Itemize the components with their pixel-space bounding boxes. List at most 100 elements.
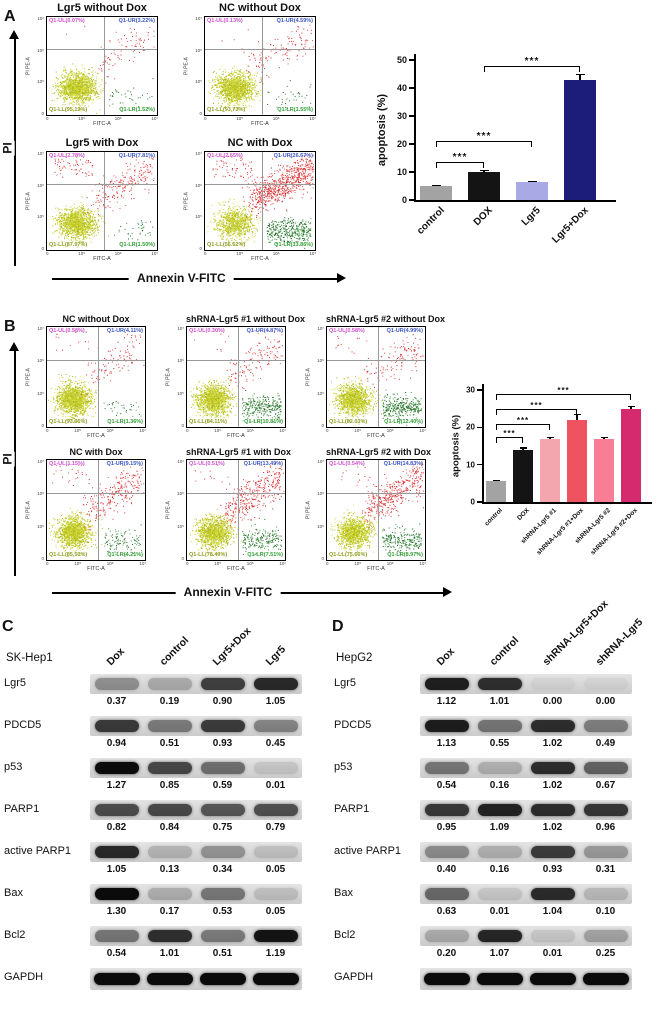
error-bar-cap	[627, 406, 635, 408]
axis-tick-label: 0	[204, 251, 207, 256]
axis-tick-label: 10⁶	[246, 561, 254, 566]
arrow-line	[14, 37, 16, 266]
band-value: 0.53	[212, 906, 233, 917]
sig-bracket	[436, 162, 484, 169]
axis-tick-label: 10⁵	[78, 116, 86, 121]
flow-y-tick-labels: 10⁷ 10⁶ 10⁵ 0	[191, 151, 204, 251]
quadrant-label-ur: Q1-UR(26.67%)	[273, 153, 313, 159]
flow-y-tick-labels: 10⁷ 10⁶ 10⁵ 0	[191, 16, 204, 116]
chart-y-axis-label: apoptosis (%)	[450, 414, 462, 478]
protein-band	[94, 846, 139, 858]
sig-bracket	[496, 394, 631, 401]
chart-x-axis	[482, 502, 652, 504]
panel-b-flow-grid: NC without Dox PI PE-A 10⁷ 10⁶ 10⁵ 0 Q1-UL(0.5…	[24, 314, 446, 572]
flow-x-tick-labels: 0 10⁵ 10⁶ 10⁷	[326, 561, 426, 566]
protein-band	[530, 804, 575, 816]
band-value: 1.02	[542, 822, 563, 833]
flow-plot-title: shRNA-Lgr5 #1 with Dox	[186, 447, 292, 457]
band-value: 0.67	[595, 780, 616, 791]
axis-tick-label: 10⁵	[37, 79, 44, 85]
quadrant-label-ll: Q1-LL(95.19%)	[49, 106, 88, 113]
quadrant-label-ur: Q1-UR(14.83%)	[383, 461, 423, 467]
axis-tick-label: 10⁵	[236, 116, 244, 121]
axis-tick-label: 0	[186, 561, 189, 566]
flow-plot: shRNA-Lgr5 #2 with Dox PI PE-A 10⁷ 10⁶ 10⁵ 0 Q…	[304, 447, 444, 572]
quadrant-gate-vertical	[377, 460, 379, 560]
axis-tick-label: 10⁷	[317, 459, 324, 464]
axis-tick-label: 0	[41, 555, 44, 561]
quadrant-gate-horizontal	[327, 360, 425, 361]
band-value: 0.45	[265, 738, 286, 749]
flow-x-tick-labels: 0 10⁵ 10⁶ 10⁷	[204, 116, 316, 121]
flow-y-tick-labels: 10⁷ 10⁶ 10⁵ 0	[33, 326, 46, 428]
bar	[621, 409, 641, 502]
protein-band	[252, 973, 299, 985]
quadrant-gate-vertical	[104, 152, 106, 250]
bar	[420, 186, 452, 200]
blot-row: Bcl2 0.20 1.07 0.01 0.25	[332, 924, 658, 966]
protein-band	[530, 762, 575, 774]
flow-y-tick-labels: 10⁷ 10⁶ 10⁵ 0	[33, 16, 46, 116]
quadrant-label-ur: Q1-UR(4.59%)	[276, 18, 313, 24]
blot-strip	[90, 884, 302, 904]
blot-row: GAPDH	[2, 966, 328, 1008]
axis-tick-label: 0	[46, 561, 49, 566]
cell-line-label: SK-Hep1	[6, 652, 53, 664]
axis-tick-label: 10⁶	[114, 116, 122, 121]
flow-plot: Lgr5 without Dox PI PE-A 10⁷ 10⁶ 10⁵ 0 Q1-UL(0…	[24, 2, 182, 127]
sig-stars: ***	[524, 55, 540, 67]
quadrant-label-ur: Q1-UR(3.22%)	[118, 18, 155, 24]
axis-tick-label: 10⁶	[272, 251, 280, 256]
axis-tick-label: 10⁶	[386, 428, 394, 433]
category-label: shRNA-Lgr5 #1+Dox	[535, 507, 585, 557]
protein-band	[424, 720, 469, 732]
protein-band	[583, 888, 628, 900]
category-label: Lgr5	[519, 205, 543, 229]
quadrant-label-lr: Q1-LR(12.40%)	[384, 418, 423, 425]
protein-label: Bcl2	[334, 929, 356, 941]
flow-y-tick-labels: 10⁷ 10⁶ 10⁵ 0	[313, 459, 326, 561]
panel-a-x-axis-arrow: Annexin V-FITC	[52, 270, 346, 288]
protein-label: Bcl2	[4, 929, 26, 941]
category-label: DOX	[471, 205, 495, 229]
flow-x-axis-label: FITC-A	[93, 121, 111, 127]
axis-tick-label: 10⁵	[317, 523, 324, 529]
y-tick-label: 10	[466, 460, 475, 470]
quadrant-gate-horizontal	[205, 49, 315, 51]
quadrant-label-lr: Q1-LR(4.21%)	[107, 551, 143, 558]
quadrant-label-ul: Q1-UL(1.15%)	[49, 461, 85, 467]
quadrant-label-lr: Q1-LR(1.52%)	[119, 106, 155, 113]
scatter-dots	[327, 327, 425, 427]
band-value: 0.96	[595, 822, 616, 833]
protein-band	[582, 973, 629, 985]
lane-header: control	[157, 634, 191, 668]
lane-header: Dox	[434, 645, 457, 668]
panel-b-y-axis-text: PI	[0, 451, 15, 467]
protein-band	[147, 846, 192, 858]
flow-plot-area: Q1-UL(0.51%) Q1-UR(13.49%) Q1-LL(78.49%) Q1…	[186, 459, 286, 561]
flow-plot-title: NC with Dox	[227, 137, 293, 149]
band-value: 1.27	[106, 780, 127, 791]
quadrant-label-lr: Q1-LR(8.97%)	[387, 551, 423, 558]
quadrant-gate-horizontal	[205, 184, 315, 186]
flow-plot: Lgr5 with Dox PI PE-A 10⁷ 10⁶ 10⁵ 0 Q1-UL(2.78…	[24, 137, 182, 262]
protein-band	[253, 930, 298, 942]
flow-plot: shRNA-Lgr5 #2 without Dox PI PE-A 10⁷ 10⁶ 10…	[304, 314, 446, 439]
blot-row: Lgr5 0.37 0.19 0.90 1.05	[2, 672, 328, 714]
quadrant-label-ur: Q1-UR(4.11%)	[106, 328, 143, 334]
y-tick	[409, 171, 414, 173]
axis-tick-label: 10⁵	[214, 561, 222, 566]
bar	[540, 439, 560, 502]
error-bar	[630, 406, 632, 410]
arrow-head-icon	[9, 30, 20, 39]
lane-headers: Dox control shRNA-Lgr5+Dox shRNA-Lgr5	[332, 598, 658, 670]
protein-label: p53	[4, 761, 23, 773]
flow-x-tick-labels: 0 10⁵ 10⁶ 10⁷	[186, 428, 286, 433]
bar	[594, 438, 614, 502]
blot-row: active PARP1 0.40 0.16 0.93 0.31	[332, 840, 658, 882]
quadrant-label-lr: Q1-LR(7.51%)	[247, 551, 283, 558]
axis-tick-label: 10⁶	[272, 116, 280, 121]
sig-stars: ***	[557, 386, 570, 396]
axis-tick-label: 10⁵	[177, 390, 184, 396]
flow-x-axis-label: FITC-A	[227, 566, 245, 572]
